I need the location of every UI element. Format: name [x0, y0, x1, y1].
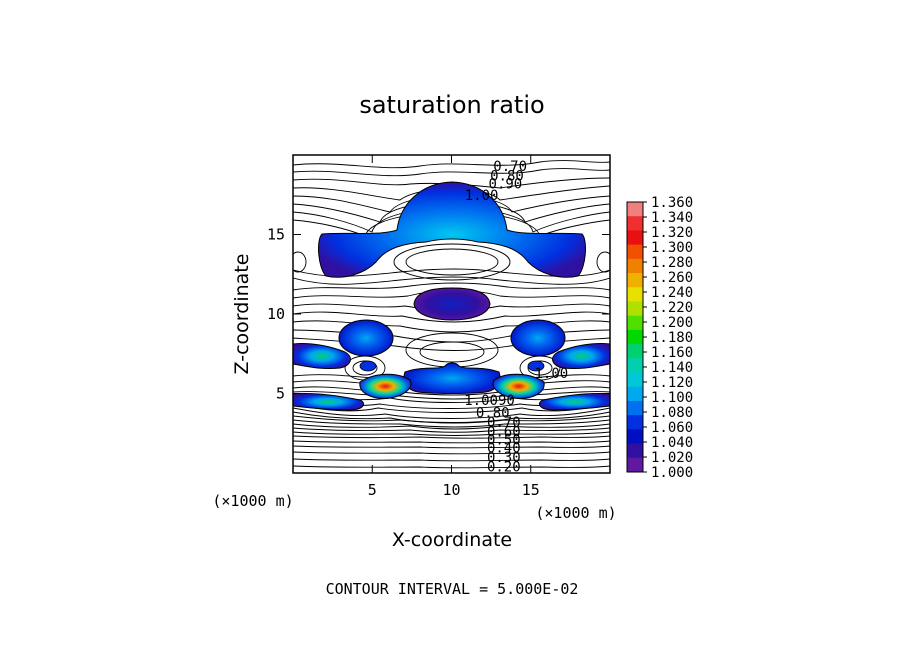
colorbar-tick-label: 1.180: [651, 330, 693, 346]
colorbar-swatch: [627, 301, 643, 317]
colorbar-tick-label: 1.200: [651, 315, 693, 331]
colorbar-tick-label: 1.360: [651, 195, 693, 211]
colorbar-tick-label: 1.160: [651, 345, 693, 361]
right-band-region: [552, 343, 610, 369]
x-axis-label: X-coordinate: [392, 529, 512, 551]
colorbar-swatch: [627, 457, 643, 473]
colorbar-tick-label: 1.000: [651, 465, 693, 481]
colorbar-swatch: [627, 230, 643, 246]
left-spot-region: [359, 360, 377, 372]
contour-interval-note: CONTOUR INTERVAL = 5.000E-02: [326, 580, 579, 598]
colorbar-swatch: [627, 273, 643, 288]
contour-label: 0.60: [487, 425, 521, 441]
contour-label: 0.70: [493, 159, 527, 175]
cap-region: [318, 181, 586, 278]
colorbar-tick-label: 1.080: [651, 405, 693, 421]
colorbar-swatch: [627, 329, 643, 345]
center-band-region: [403, 362, 501, 394]
colorbar-swatch: [627, 244, 643, 260]
colorbar-swatch: [627, 216, 643, 231]
y-tick-label: 15: [267, 226, 285, 244]
colorbar-tick-label: 1.140: [651, 360, 693, 376]
contour-label-layer: 0.700.800.901.001.001.00900.800.700.600.…: [464, 159, 568, 476]
contour-label: 0.70: [487, 415, 521, 431]
colorbar-swatch: [627, 315, 643, 331]
x-axis: 5 10 15: [368, 155, 540, 499]
contour-label: 0.20: [487, 460, 521, 476]
colorbar-swatch: [627, 429, 643, 444]
colorbar: 1.3601.3401.3201.3001.2801.2601.2401.220…: [626, 195, 693, 481]
colorbar-tick-label: 1.300: [651, 240, 693, 256]
contour-label: 1.0090: [464, 393, 515, 409]
colorbar-swatch: [627, 358, 643, 373]
mid-region: [413, 287, 491, 321]
contour-label: 0.80: [490, 169, 524, 185]
right-hot-region: [492, 373, 545, 399]
contour-label: 0.80: [476, 406, 510, 422]
left-lobe-region: [338, 319, 394, 357]
colorbar-swatch: [627, 415, 643, 430]
left-band-region: [293, 343, 351, 369]
colorbar-tick-label: 1.220: [651, 300, 693, 316]
colorbar-tick-label: 1.020: [651, 450, 693, 466]
colorbar-tick-label: 1.340: [651, 210, 693, 226]
x-tick-label: 10: [442, 481, 460, 499]
right-lobe-region: [510, 319, 566, 357]
x-tick-label: 15: [522, 481, 540, 499]
chart-title: saturation ratio: [359, 91, 544, 119]
colorbar-swatch: [627, 202, 643, 217]
colorbar-swatch: [627, 443, 643, 459]
colorbar-swatch: [627, 386, 643, 402]
colorbar-swatch: [627, 287, 643, 302]
colorbar-tick-label: 1.280: [651, 255, 693, 271]
colorbar-tick-label: 1.120: [651, 375, 693, 391]
y-axis: 5 10 15: [267, 226, 610, 403]
filled-regions: [293, 181, 610, 411]
colorbar-tick-label: 1.240: [651, 285, 693, 301]
y-tick-label: 5: [276, 385, 285, 403]
contour-label: 0.40: [487, 441, 521, 457]
contour-label: 1.00: [534, 366, 568, 382]
x-tick-label: 5: [368, 481, 377, 499]
x-units-label: (×1000 m): [212, 492, 293, 510]
contour-label: 0.30: [487, 450, 521, 466]
y-axis-label: Z-coordinate: [231, 254, 253, 375]
left-low-band-region: [293, 392, 365, 411]
colorbar-swatch: [627, 258, 643, 274]
colorbar-tick-label: 1.060: [651, 420, 693, 436]
y-tick-label: 10: [267, 305, 285, 323]
colorbar-tick-label: 1.260: [651, 270, 693, 286]
right-low-band-region: [538, 392, 610, 411]
colorbar-tick-label: 1.320: [651, 225, 693, 241]
contour-label: 1.00: [465, 188, 499, 204]
plot-area: 0.700.800.901.001.001.00900.800.700.600.…: [293, 159, 610, 476]
colorbar-swatch: [627, 344, 643, 359]
colorbar-tick-label: 1.040: [651, 435, 693, 451]
contour-label: 0.50: [487, 433, 521, 449]
colorbar-swatch: [627, 400, 643, 416]
colorbar-tick-label: 1.100: [651, 390, 693, 406]
left-hot-region: [359, 373, 412, 399]
y-units-label: (×1000 m): [535, 504, 616, 522]
colorbar-swatch: [627, 372, 643, 388]
contour-label: 0.90: [489, 177, 523, 193]
right-spot-region: [527, 360, 545, 372]
